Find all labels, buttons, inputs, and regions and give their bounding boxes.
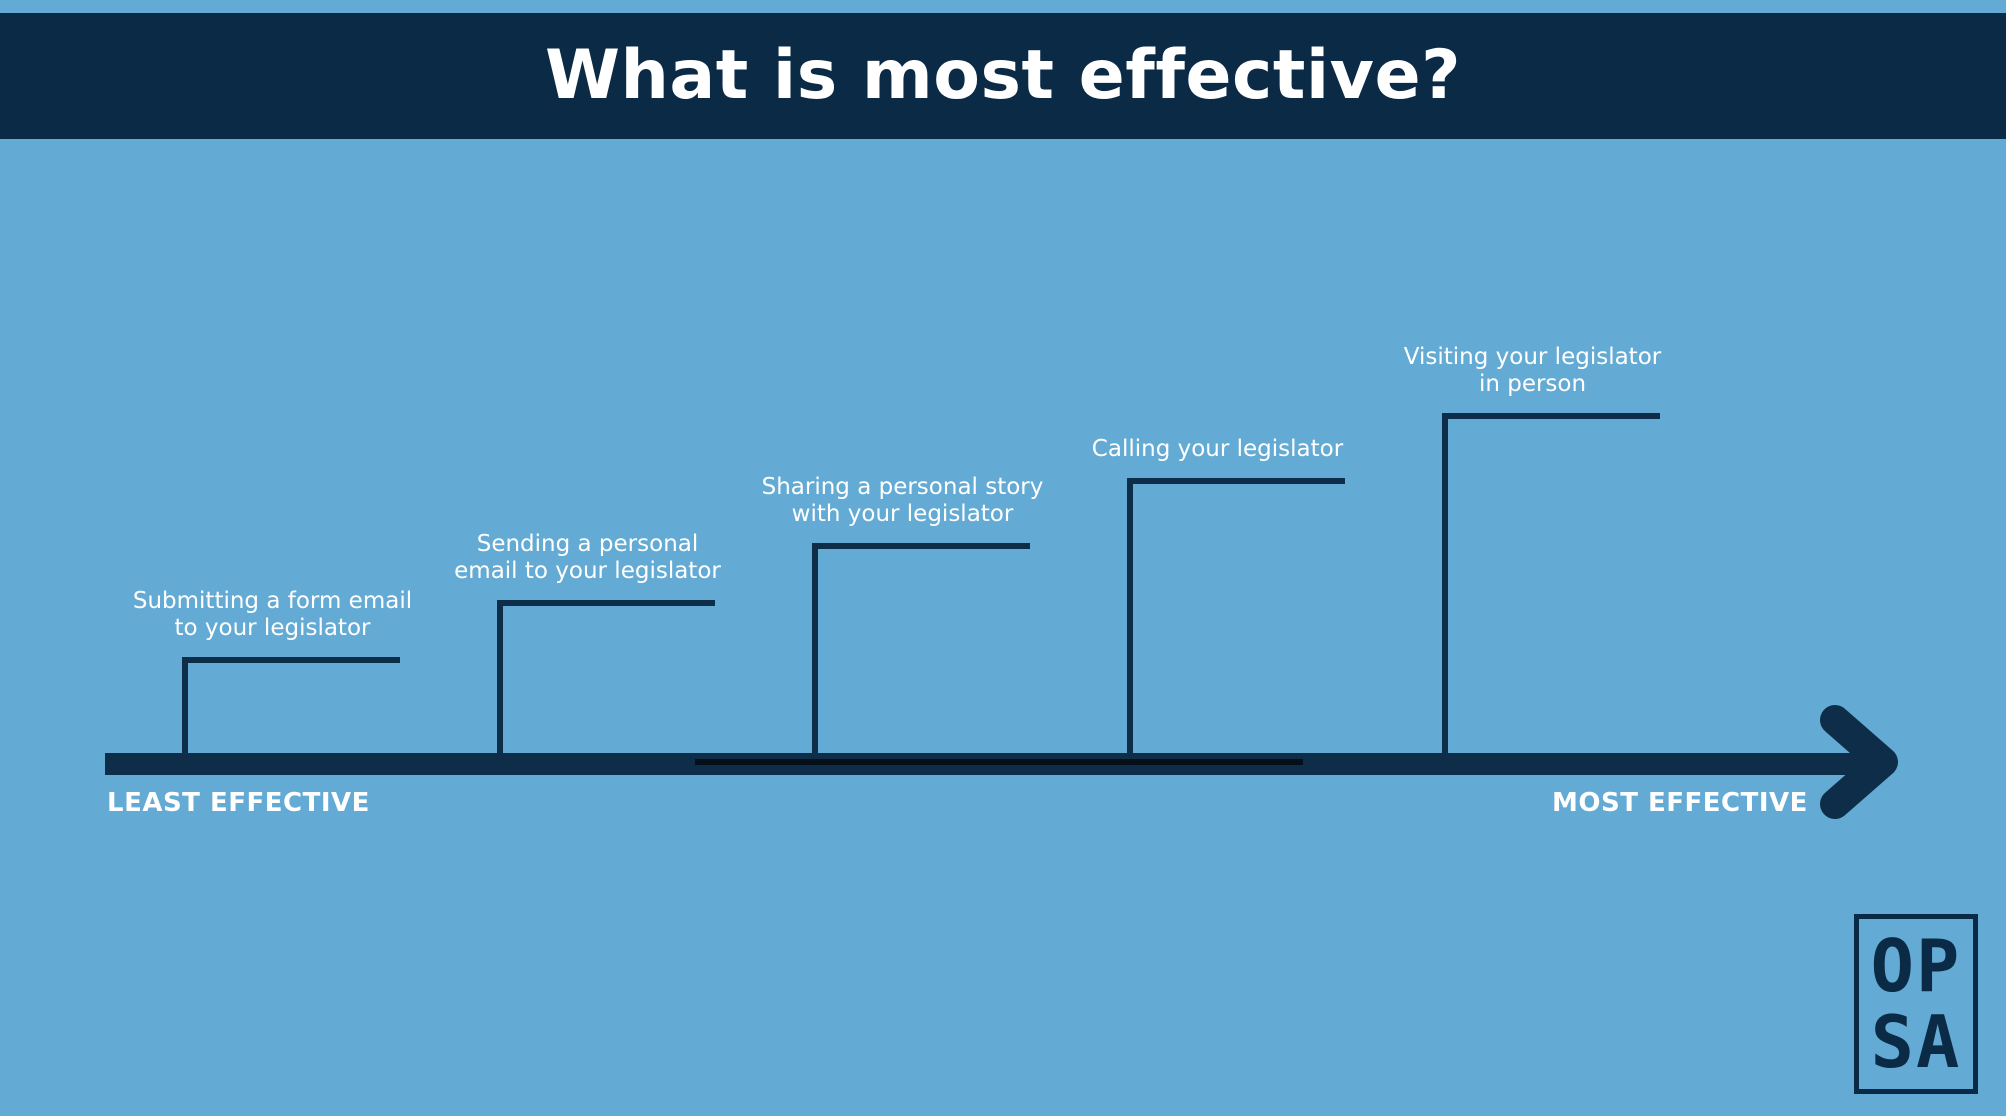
most-effective-label: MOST EFFECTIVE xyxy=(1552,788,1808,818)
title-bar: What is most effective? xyxy=(0,13,2006,139)
step-label-1: Submitting a form email to your legislat… xyxy=(132,588,413,641)
step-label-2: Sending a personal email to your legisla… xyxy=(454,531,721,584)
step-line-1 xyxy=(182,657,400,764)
step-line-3 xyxy=(812,543,1030,764)
step-line-5 xyxy=(1442,413,1660,764)
logo-line-1: OP xyxy=(1870,924,1962,1008)
opsa-logo: OP SA xyxy=(1854,914,1978,1094)
least-effective-label: LEAST EFFECTIVE xyxy=(107,788,370,818)
step-label-5: Visiting your legislator in person xyxy=(1403,344,1662,397)
page-title: What is most effective? xyxy=(544,36,1462,115)
step-label-4: Calling your legislator xyxy=(1091,436,1344,462)
logo-line-2: SA xyxy=(1870,1000,1962,1084)
step-label-3: Sharing a personal story with your legis… xyxy=(761,474,1044,527)
step-line-4 xyxy=(1127,478,1345,764)
arrow-head-icon xyxy=(1820,705,1898,819)
step-line-2 xyxy=(497,600,715,764)
